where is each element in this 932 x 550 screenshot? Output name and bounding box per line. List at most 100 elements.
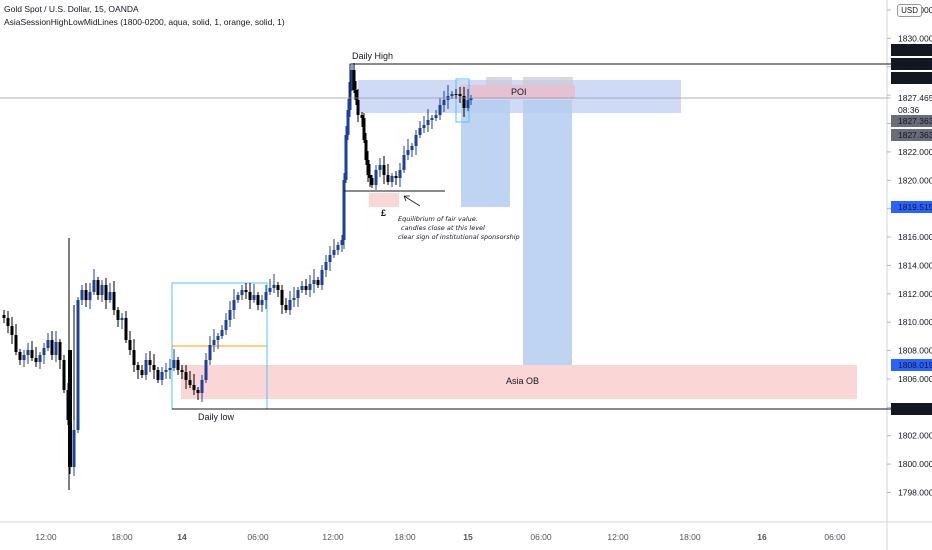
price-tick-label: 1814.000 — [898, 260, 932, 270]
candle — [354, 90, 358, 100]
price-label-text: 1804.714 — [898, 404, 932, 414]
annotation-arrow — [403, 195, 421, 207]
candle — [324, 262, 328, 270]
candle — [196, 390, 200, 393]
price-label-text: 1808.019 — [898, 360, 932, 370]
candle — [296, 290, 300, 298]
candle — [300, 286, 304, 290]
price-label-box — [891, 359, 932, 371]
gray-zone — [523, 77, 573, 85]
price-label-box — [891, 44, 932, 56]
candle — [240, 290, 244, 295]
candle — [382, 165, 386, 175]
poi-label: POI — [511, 87, 527, 97]
candle — [84, 290, 88, 300]
candle — [368, 175, 372, 178]
candle — [10, 326, 14, 335]
price-label-box — [891, 129, 932, 141]
candle — [438, 105, 442, 115]
time-tick-label: 18:00 — [394, 532, 416, 542]
candle — [204, 360, 208, 380]
price-label-gray: 1827.363 — [891, 129, 932, 141]
candle — [344, 135, 348, 180]
candle — [224, 320, 228, 330]
price-tick-label: 1820.000 — [898, 175, 932, 185]
candle — [96, 280, 100, 295]
candle — [6, 318, 10, 326]
candle — [160, 372, 164, 380]
candle — [350, 70, 354, 82]
candle — [418, 128, 422, 135]
candle — [346, 110, 350, 135]
price-label-text: 1827.363 — [898, 116, 932, 126]
price-label-last: 1827.465 — [890, 91, 932, 105]
candle — [180, 370, 184, 372]
candle — [364, 140, 368, 160]
price-tick-label: 1822.000 — [898, 147, 932, 157]
candle — [394, 176, 398, 178]
candle — [462, 96, 466, 108]
candle — [276, 285, 280, 290]
candle — [232, 300, 236, 310]
price-tick-label: 1806.000 — [898, 374, 932, 384]
candle — [466, 100, 470, 108]
time-tick-label: 12:00 — [322, 532, 344, 542]
time-tick-label: 06:00 — [247, 532, 269, 542]
candle — [80, 290, 84, 300]
candle — [88, 292, 92, 300]
time-tick-label: 15 — [463, 532, 473, 542]
gray-zone — [486, 77, 512, 85]
candle — [26, 350, 30, 355]
candle — [332, 250, 336, 255]
candle — [442, 100, 446, 105]
price-label-text: 1819.515 — [898, 202, 932, 212]
candle — [450, 94, 454, 96]
price-label-blue: 1808.019 — [891, 359, 932, 371]
time-tick-label: 16 — [757, 532, 767, 542]
candle — [100, 285, 104, 295]
currency-button[interactable]: USD — [897, 4, 922, 17]
candle — [128, 340, 132, 350]
indicator-label[interactable]: AsiaSessionHighLowMidLines (1800-0200, a… — [4, 17, 285, 27]
candle — [236, 295, 240, 300]
candle — [22, 355, 26, 360]
candle — [434, 115, 438, 118]
price-label-box — [891, 72, 932, 84]
pound-label: £ — [381, 208, 386, 218]
small-ob-zone — [369, 193, 399, 207]
note-line-2: candles close at this level — [401, 224, 485, 232]
asia-ob-label: Asia OB — [506, 376, 539, 386]
chart-header: Gold Spot / U.S. Dollar, 15, OANDA AsiaS… — [4, 3, 285, 29]
candle — [184, 372, 188, 380]
candle — [426, 120, 430, 125]
price-label-box — [891, 58, 932, 70]
candle — [402, 155, 406, 170]
price-tick-label: 1800.000 — [898, 459, 932, 469]
candle — [140, 370, 144, 375]
price-tick-label: 1830.000 — [898, 33, 932, 43]
symbol-title[interactable]: Gold Spot / U.S. Dollar, 15, OANDA — [4, 4, 139, 14]
price-label-text: 1829.875 — [898, 45, 932, 55]
note-line-1: Equilibrium of fair value. — [398, 215, 478, 223]
time-tick-label: 06:00 — [530, 532, 552, 542]
note-line-3: clear sign of institutional sponsorship — [398, 233, 520, 241]
candle — [366, 160, 370, 175]
time-tick-label: 14 — [177, 532, 187, 542]
daily-low-label: Daily low — [198, 412, 235, 422]
candle — [264, 292, 268, 300]
candle — [208, 345, 212, 360]
price-tick-label: 1810.000 — [898, 317, 932, 327]
price-label-text: 1828.873 — [898, 73, 932, 83]
time-tick-label: 12:00 — [607, 532, 629, 542]
candle — [228, 310, 232, 320]
candle — [430, 118, 434, 120]
candle — [216, 336, 220, 340]
price-axis: 1832.0001830.0001828.0001826.0001824.000… — [887, 5, 932, 498]
price-label-text: 1827.465 — [898, 93, 932, 103]
poi-inner — [460, 85, 575, 99]
price-tick-label: 1798.000 — [898, 488, 932, 498]
candle — [14, 335, 18, 352]
time-tick-label: 12:00 — [35, 532, 57, 542]
candle — [374, 170, 378, 185]
